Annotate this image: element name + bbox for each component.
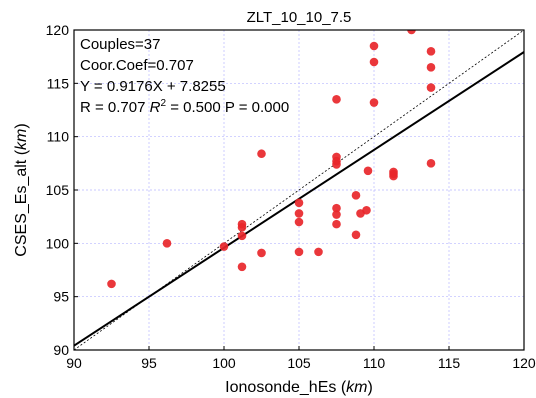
data-point bbox=[162, 239, 172, 248]
data-point bbox=[363, 166, 373, 176]
y-tick-label: 115 bbox=[47, 75, 70, 91]
stats-annotation: Couples=37 Coor.Coef=0.707 Y = 0.9176X +… bbox=[80, 36, 289, 116]
coor-coef-text: Coor.Coef=0.707 bbox=[80, 57, 194, 74]
x-axis-ticks: 90 95 100 105 110 115 120 bbox=[66, 346, 536, 371]
data-point bbox=[369, 41, 379, 51]
data-point bbox=[294, 198, 304, 208]
data-point bbox=[426, 47, 436, 56]
y-tick-label: 105 bbox=[46, 182, 70, 198]
data-point bbox=[294, 209, 304, 218]
y-axis-title: CSES_Es_alt (km) bbox=[13, 123, 30, 256]
data-point bbox=[332, 203, 341, 213]
data-point bbox=[257, 149, 266, 159]
data-point bbox=[257, 248, 266, 258]
x-tick-label: 100 bbox=[212, 355, 236, 371]
x-axis-unit: km bbox=[346, 379, 367, 396]
data-point bbox=[407, 30, 416, 35]
r2-exponent: 2 bbox=[160, 98, 166, 109]
data-point bbox=[332, 219, 341, 229]
x-axis-unit-close: ) bbox=[367, 379, 372, 396]
data-point bbox=[332, 160, 341, 169]
y-axis-label: CSES_Es_alt bbox=[13, 159, 30, 256]
couples-text: Couples=37 bbox=[80, 36, 160, 53]
r-prefix: R = 0.707 bbox=[80, 99, 150, 116]
x-tick-label: 110 bbox=[363, 355, 386, 371]
y-tick-label: 90 bbox=[53, 342, 69, 358]
x-tick-label: 120 bbox=[512, 355, 536, 371]
data-point bbox=[426, 159, 436, 168]
x-axis-unit-open: ( bbox=[336, 379, 346, 396]
data-point bbox=[426, 83, 436, 92]
data-point bbox=[237, 262, 247, 272]
r2-symbol: R bbox=[150, 99, 161, 116]
data-point bbox=[237, 223, 247, 232]
data-point bbox=[237, 231, 247, 241]
x-tick-label: 105 bbox=[287, 355, 311, 371]
data-point bbox=[351, 191, 361, 200]
y-axis-unit: km bbox=[13, 129, 30, 150]
x-tick-label: 115 bbox=[438, 355, 461, 371]
y-axis-unit-open: ( bbox=[13, 149, 30, 159]
data-point bbox=[314, 247, 323, 257]
y-axis-unit-close: ) bbox=[13, 123, 30, 128]
data-point bbox=[389, 171, 398, 181]
data-point bbox=[219, 242, 229, 251]
fit-equation-text: Y = 0.9176X + 7.8255 bbox=[80, 78, 226, 95]
x-axis-title: Ionosonde_hEs (km) bbox=[225, 379, 373, 396]
y-tick-label: 100 bbox=[46, 235, 70, 251]
data-point bbox=[332, 210, 341, 219]
data-point bbox=[362, 205, 371, 215]
data-point bbox=[369, 98, 379, 107]
y-tick-label: 95 bbox=[53, 289, 69, 305]
data-points bbox=[107, 30, 436, 289]
r-suffix: = 0.500 P = 0.000 bbox=[166, 99, 289, 116]
x-tick-label: 90 bbox=[66, 355, 82, 371]
correlation-text: R = 0.707 R2 = 0.500 P = 0.000 bbox=[80, 98, 289, 116]
x-tick-label: 95 bbox=[141, 355, 157, 371]
x-axis-label: Ionosonde_hEs bbox=[225, 379, 336, 396]
chart-title: ZLT_10_10_7.5 bbox=[247, 9, 352, 26]
data-point bbox=[351, 230, 361, 240]
y-tick-label: 110 bbox=[47, 129, 70, 145]
data-point bbox=[294, 247, 304, 257]
y-axis-ticks: 90 95 100 105 110 115 120 bbox=[46, 22, 78, 358]
data-point bbox=[294, 217, 304, 227]
y-tick-label: 120 bbox=[46, 22, 70, 38]
data-point bbox=[426, 63, 436, 72]
data-point bbox=[107, 279, 116, 289]
data-point bbox=[332, 95, 341, 104]
data-point bbox=[369, 57, 379, 67]
